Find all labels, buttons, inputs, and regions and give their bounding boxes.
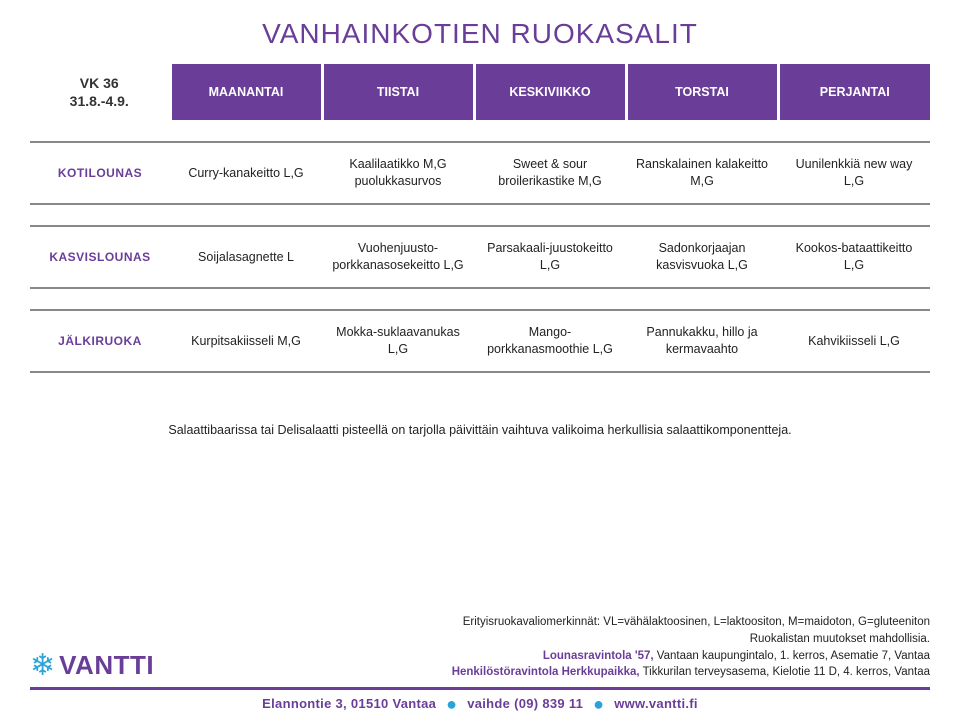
note-row: Salaattibaarissa tai Delisalaatti pistee… <box>30 394 930 466</box>
menu-cell: Uunilenkkiä new way L,G <box>778 142 930 204</box>
week-cell: VK 36 31.8.-4.9. <box>30 64 170 120</box>
logo-text: VANTTI <box>59 650 154 681</box>
location-brand: Lounasravintola '57, <box>543 650 654 662</box>
footer-site: www.vantti.fi <box>614 696 698 711</box>
day-header: MAANANTAI <box>170 64 322 120</box>
legend-text: Erityisruokavaliomerkinnät: VL=vähälakto… <box>452 614 930 631</box>
menu-table: VK 36 31.8.-4.9. MAANANTAI TIISTAI KESKI… <box>30 64 930 466</box>
table-row: KASVISLOUNAS Soijalasagnette L Vuohenjuu… <box>30 226 930 288</box>
menu-cell: Ranskalainen kalakeitto M,G <box>626 142 778 204</box>
changes-text: Ruokalistan muutokset mahdollisia. <box>452 631 930 648</box>
row-label-jalkiruoka: JÄLKIRUOKA <box>30 310 170 372</box>
week-dates: 31.8.-4.9. <box>30 92 169 110</box>
menu-cell: Sweet & sour broilerikastike M,G <box>474 142 626 204</box>
logo: ❄ VANTTI <box>30 650 154 681</box>
location-line: Henkilöstöravintola Herkkupaikka, Tikkur… <box>452 664 930 681</box>
menu-cell: Vuohenjuusto-porkkanasosekeitto L,G <box>322 226 474 288</box>
menu-cell: Kahvikiisseli L,G <box>778 310 930 372</box>
dot-icon: ● <box>587 694 610 714</box>
menu-cell: Kaalilaatikko M,G puolukkasurvos <box>322 142 474 204</box>
day-header: TORSTAI <box>626 64 778 120</box>
row-label-kasvislounas: KASVISLOUNAS <box>30 226 170 288</box>
table-row: JÄLKIRUOKA Kurpitsakiisseli M,G Mokka-su… <box>30 310 930 372</box>
menu-cell: Pannukakku, hillo ja kermavaahto <box>626 310 778 372</box>
location-line: Lounasravintola '57, Vantaan kaupunginta… <box>452 648 930 665</box>
menu-cell: Parsakaali-juustokeitto L,G <box>474 226 626 288</box>
location-rest: Tikkurilan terveysasema, Kielotie 11 D, … <box>640 666 930 678</box>
menu-cell: Mokka-suklaavanukas L,G <box>322 310 474 372</box>
menu-cell: Curry-kanakeitto L,G <box>170 142 322 204</box>
dot-icon: ● <box>440 694 463 714</box>
table-row: KOTILOUNAS Curry-kanakeitto L,G Kaalilaa… <box>30 142 930 204</box>
menu-cell: Mango-porkkanasmoothie L,G <box>474 310 626 372</box>
menu-cell: Kookos-bataattikeitto L,G <box>778 226 930 288</box>
day-header: KESKIVIIKKO <box>474 64 626 120</box>
menu-cell: Sadonkorjaajan kasvisvuoka L,G <box>626 226 778 288</box>
day-header: PERJANTAI <box>778 64 930 120</box>
footer-address: Elannontie 3, 01510 Vantaa <box>262 696 436 711</box>
footer-info: Erityisruokavaliomerkinnät: VL=vähälakto… <box>452 614 930 681</box>
table-header-row: VK 36 31.8.-4.9. MAANANTAI TIISTAI KESKI… <box>30 64 930 120</box>
logo-mark-icon: ❄ <box>30 651 55 681</box>
note-text: Salaattibaarissa tai Delisalaatti pistee… <box>30 394 930 466</box>
row-label-kotilounas: KOTILOUNAS <box>30 142 170 204</box>
week-number: VK 36 <box>30 74 169 92</box>
footer: ❄ VANTTI Erityisruokavaliomerkinnät: VL=… <box>0 614 960 723</box>
location-rest: Vantaan kaupungintalo, 1. kerros, Asemat… <box>654 650 930 662</box>
day-header: TIISTAI <box>322 64 474 120</box>
footer-bar: Elannontie 3, 01510 Vantaa ● vaihde (09)… <box>30 687 930 711</box>
page-title: VANHAINKOTIEN RUOKASALIT <box>0 0 960 64</box>
footer-phone: vaihde (09) 839 11 <box>467 696 583 711</box>
menu-cell: Kurpitsakiisseli M,G <box>170 310 322 372</box>
location-brand: Henkilöstöravintola Herkkupaikka, <box>452 666 640 678</box>
menu-cell: Soijalasagnette L <box>170 226 322 288</box>
